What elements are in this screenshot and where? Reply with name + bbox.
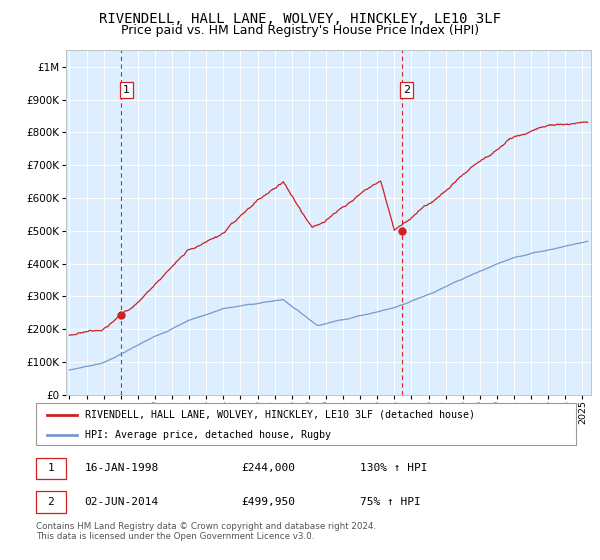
Text: 1: 1 xyxy=(47,464,54,473)
Text: 2: 2 xyxy=(403,85,410,95)
Text: 16-JAN-1998: 16-JAN-1998 xyxy=(85,464,159,473)
Text: £244,000: £244,000 xyxy=(241,464,295,473)
Text: RIVENDELL, HALL LANE, WOLVEY, HINCKLEY, LE10 3LF: RIVENDELL, HALL LANE, WOLVEY, HINCKLEY, … xyxy=(99,12,501,26)
FancyBboxPatch shape xyxy=(36,491,66,513)
FancyBboxPatch shape xyxy=(36,458,66,479)
Text: Price paid vs. HM Land Registry's House Price Index (HPI): Price paid vs. HM Land Registry's House … xyxy=(121,24,479,36)
Text: 1: 1 xyxy=(123,85,130,95)
Text: 2: 2 xyxy=(47,497,54,507)
Text: Contains HM Land Registry data © Crown copyright and database right 2024.
This d: Contains HM Land Registry data © Crown c… xyxy=(36,522,376,542)
Text: HPI: Average price, detached house, Rugby: HPI: Average price, detached house, Rugb… xyxy=(85,430,331,440)
Text: RIVENDELL, HALL LANE, WOLVEY, HINCKLEY, LE10 3LF (detached house): RIVENDELL, HALL LANE, WOLVEY, HINCKLEY, … xyxy=(85,410,475,420)
Text: 75% ↑ HPI: 75% ↑ HPI xyxy=(360,497,421,507)
Text: 130% ↑ HPI: 130% ↑ HPI xyxy=(360,464,427,473)
Text: £499,950: £499,950 xyxy=(241,497,295,507)
FancyBboxPatch shape xyxy=(36,403,576,445)
Text: 02-JUN-2014: 02-JUN-2014 xyxy=(85,497,159,507)
